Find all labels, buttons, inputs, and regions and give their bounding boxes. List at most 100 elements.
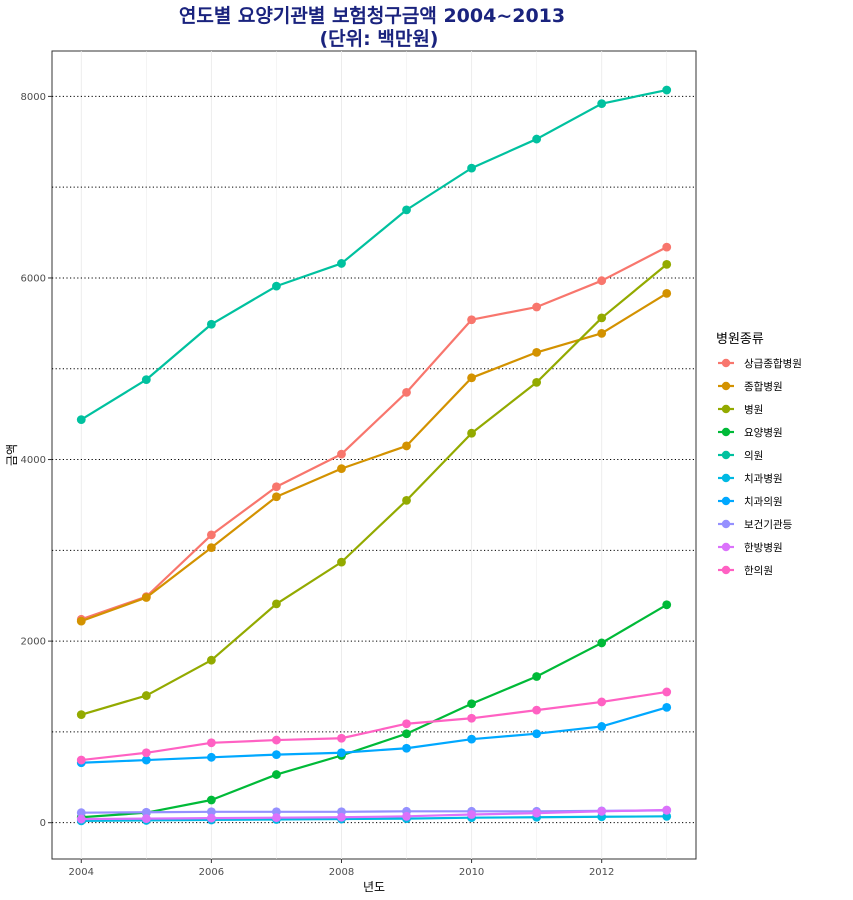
data-point — [532, 705, 542, 715]
legend-label: 종합병원 — [744, 381, 783, 393]
data-point — [337, 812, 346, 822]
data-point — [662, 805, 672, 815]
legend-item: 요양병원 — [718, 427, 783, 439]
x-tick-label: 2010 — [459, 867, 484, 878]
data-point — [662, 289, 672, 298]
y-tick-label: 8000 — [21, 92, 46, 103]
data-point — [76, 808, 86, 818]
y-tick-label: 2000 — [21, 637, 46, 648]
series-2 — [76, 289, 672, 626]
data-point — [532, 348, 542, 357]
data-point — [141, 691, 151, 700]
legend-title: 병원종류 — [716, 332, 764, 347]
legend-key-point — [721, 473, 731, 483]
data-point — [272, 813, 281, 823]
legend-label: 치과병원 — [744, 473, 783, 485]
data-point — [272, 482, 281, 492]
data-point — [272, 750, 281, 759]
series-line — [81, 809, 667, 814]
data-point — [206, 813, 216, 823]
legend-item: 보건기관등 — [718, 519, 793, 531]
data-point — [467, 734, 476, 744]
data-point — [662, 242, 672, 252]
legend-label: 한방병원 — [744, 542, 783, 554]
data-point — [206, 795, 216, 805]
data-point — [76, 710, 86, 720]
data-point — [532, 729, 542, 739]
data-point — [597, 313, 607, 323]
x-tick-label: 2012 — [589, 867, 614, 878]
series-10 — [76, 687, 672, 765]
y-tick-label: 6000 — [21, 273, 46, 284]
data-point — [272, 599, 281, 609]
data-point — [597, 638, 607, 648]
series-line — [81, 808, 667, 821]
data-point — [662, 600, 672, 610]
legend-item: 종합병원 — [718, 381, 783, 393]
series-line — [80, 88, 667, 421]
legend-key-point — [721, 450, 731, 460]
data-point — [206, 738, 216, 748]
data-point — [272, 492, 281, 502]
data-point — [662, 687, 672, 697]
data-point — [467, 810, 476, 819]
legend-label: 상급종합병원 — [744, 358, 802, 370]
axis-ticks: 0 2000 4000 6000 8000 2004 2006 2008 2010 2012 — [21, 92, 615, 878]
legend-key-point — [721, 427, 731, 437]
data-point — [402, 441, 411, 451]
series-line — [80, 263, 668, 716]
series-line — [80, 246, 668, 621]
legend-label: 한의원 — [744, 565, 773, 577]
data-point — [662, 85, 672, 95]
data-point — [76, 755, 86, 765]
data-point — [141, 593, 151, 602]
legend-key-point — [721, 404, 731, 414]
data-point — [337, 557, 346, 567]
y-tick-label: 4000 — [21, 455, 46, 466]
legend-item: 의원 — [718, 450, 763, 462]
series-3 — [76, 259, 672, 720]
data-point — [337, 733, 346, 743]
data-point — [467, 315, 476, 325]
data-point — [402, 205, 411, 215]
data-point — [402, 719, 411, 729]
data-point — [597, 806, 607, 816]
legend-item: 치과의원 — [718, 496, 783, 508]
x-tick-label: 2006 — [199, 867, 224, 878]
legend-key-point — [721, 381, 731, 391]
data-point — [467, 699, 476, 709]
x-tick-label: 2008 — [329, 867, 354, 878]
data-point — [76, 415, 86, 424]
data-point — [662, 702, 672, 712]
x-tick-label: 2004 — [69, 867, 94, 878]
data-point — [532, 134, 542, 144]
data-point — [337, 259, 346, 268]
legend-item: 한방병원 — [718, 542, 783, 554]
data-point — [206, 807, 216, 817]
data-point — [467, 713, 476, 723]
data-point — [532, 377, 542, 387]
chart-title: 연도별 요양기관별 보험청구금액 2004~2013 — [179, 5, 565, 27]
series-1 — [76, 242, 672, 624]
legend-label: 치과의원 — [744, 496, 783, 508]
legend-key-point — [721, 542, 731, 552]
series-7 — [76, 702, 672, 768]
data-point — [597, 99, 607, 109]
series-5 — [76, 85, 672, 424]
data-point — [467, 428, 476, 438]
series-layer — [76, 85, 672, 826]
series-line — [81, 815, 667, 822]
series-line — [80, 292, 668, 623]
series-line — [81, 603, 668, 819]
legend-item: 상급종합병원 — [718, 358, 802, 370]
data-point — [206, 752, 216, 762]
legend-label: 병원 — [744, 404, 763, 416]
legend-item: 병원 — [718, 404, 763, 416]
data-point — [206, 319, 216, 329]
data-point — [402, 495, 411, 505]
data-point — [402, 743, 411, 753]
data-point — [467, 373, 476, 383]
legend-key-point — [721, 565, 731, 575]
data-point — [206, 655, 216, 665]
x-axis-label: 년도 — [363, 880, 385, 894]
